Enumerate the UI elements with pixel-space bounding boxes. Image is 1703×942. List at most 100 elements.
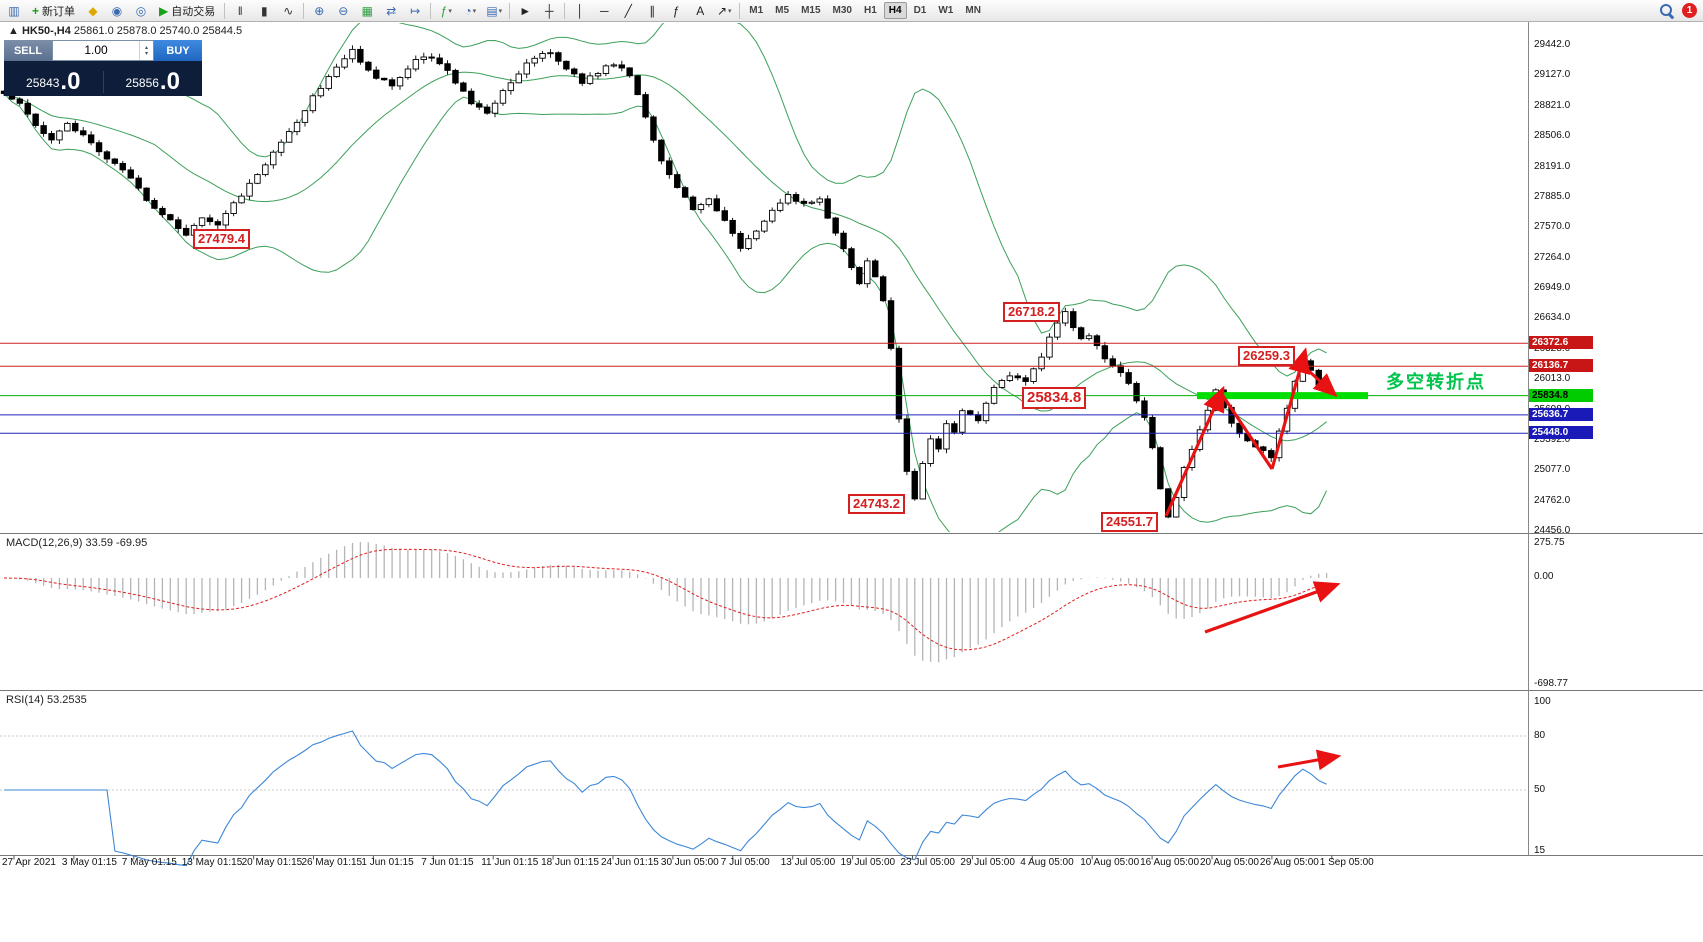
rsi-scale-label: 100 [1534, 696, 1551, 707]
notification-badge[interactable]: 1 [1682, 3, 1697, 18]
text-tool-icon[interactable]: A [696, 3, 705, 18]
price-axis-label: 24456.0 [1534, 525, 1571, 536]
macd-title: MACD(12,26,9) 33.59 -69.95 [6, 537, 148, 549]
timeframe-m1[interactable]: M1 [749, 5, 764, 16]
one-click-trading-widget: SELL 1.00 ▴ ▾ BUY 25843 .0 25856 .0 [4, 40, 202, 96]
expert-advisors-icon[interactable]: ◆ [88, 3, 98, 18]
tile-windows-icon[interactable]: ▦ [361, 3, 373, 18]
time-axis-label: 10 Aug 05:00 [1080, 857, 1140, 868]
price-callout[interactable]: 24551.7 [1101, 512, 1158, 532]
volume-spinner[interactable]: ▴ ▾ [139, 41, 153, 60]
volume-input[interactable]: 1.00 ▴ ▾ [52, 40, 154, 61]
toolbar: ▥ + 新订单 ◆ ◉ ◎ ▶ 自动交易 ǁ ▮ ∿ ⊕ ⊖ ▦ ⇄ ↦ ƒ ▾ ◔ ▾ ▤ ▾ ► ┼ │ ─ ╱ ∥ ƒ A ↗ ▾ M1 M… [0, 0, 1703, 22]
dropdown-arrow-icon: ▾ [728, 7, 732, 15]
price-axis-label: 25392.0 [1534, 433, 1571, 445]
price-axis-label: 27885.0 [1534, 190, 1571, 202]
chart-shift-icon[interactable]: ↦ [410, 3, 421, 18]
fibonacci-icon[interactable]: ƒ [672, 3, 680, 18]
auto-trading-button-label: 自动交易 [171, 5, 216, 18]
price-callout[interactable]: 26259.3 [1238, 346, 1295, 366]
time-axis-label: 20 Aug 05:00 [1200, 857, 1259, 868]
timeframe-m30[interactable]: M30 [832, 5, 852, 16]
toolbar-right: 1 [1659, 3, 1697, 18]
price-callout[interactable]: 27479.4 [193, 229, 250, 249]
dropdown-arrow-icon: ▾ [448, 7, 452, 15]
time-axis-label: 30 Jun 05:00 [660, 857, 719, 868]
zoom-out-icon[interactable]: ⊖ [338, 3, 349, 18]
auto-scroll-icon[interactable]: ⇄ [386, 3, 397, 18]
time-axis-label: 26 May 01:15 [301, 857, 363, 868]
time-axis-label: 13 May 01:15 [181, 857, 243, 868]
new-order-button-icon: + [32, 3, 40, 18]
time-axis-label: 1 Sep 05:00 [1319, 857, 1374, 868]
price-callout[interactable]: 25834.8 [1022, 387, 1087, 409]
toolbar-separator [430, 2, 432, 19]
buy-button[interactable]: BUY [154, 40, 202, 61]
market-watch-icon[interactable]: ◉ [111, 3, 123, 18]
horizontal-line-icon[interactable]: ─ [599, 3, 609, 18]
auto-trading-button-icon: ▶ [159, 3, 169, 18]
trendline-icon[interactable]: ╱ [624, 3, 632, 18]
toolbar-items: ▥ + 新订单 ◆ ◉ ◎ ▶ 自动交易 ǁ ▮ ∿ ⊕ ⊖ ▦ ⇄ ↦ ƒ ▾ ◔ ▾ ▤ ▾ ► ┼ │ ─ ╱ ∥ ƒ A ↗ ▾ M1 M… [2, 1, 987, 21]
symbol-ohlc: 25861.0 25878.0 25740.0 25844.5 [73, 25, 243, 37]
cursor-icon[interactable]: ► [519, 3, 532, 18]
timeframe-h4[interactable]: H4 [883, 2, 907, 19]
sell-button[interactable]: SELL [4, 40, 52, 61]
new-order-button[interactable]: + 新订单 [26, 1, 81, 21]
time-axis-label: 3 May 01:15 [61, 857, 117, 868]
price-axis-label: 25077.0 [1534, 464, 1571, 476]
periods-icon[interactable]: ◔ ▾ [464, 3, 477, 18]
indicators-icon[interactable]: ƒ ▾ [440, 3, 452, 18]
data-window-icon[interactable]: ◎ [135, 3, 147, 18]
macd-scale-label: -698.77 [1534, 678, 1568, 689]
shapes-icon[interactable]: ↗ ▾ [716, 3, 732, 18]
templates-icon[interactable]: ▤ ▾ [486, 3, 503, 18]
time-axis-label: 1 Jun 01:15 [361, 857, 414, 868]
vertical-line-icon[interactable]: │ [576, 3, 585, 18]
timeframe-m15[interactable]: M15 [801, 5, 821, 16]
price-callout[interactable]: 24743.2 [848, 494, 905, 514]
time-axis-label: 24 Jun 01:15 [601, 857, 659, 868]
toolbar-separator [224, 2, 226, 19]
timeframe-m5[interactable]: M5 [775, 5, 790, 16]
time-axis-label: 19 Jul 05:00 [840, 857, 896, 868]
volume-value[interactable]: 1.00 [84, 43, 108, 57]
annotation-green-text[interactable]: 多空转折点 [1386, 372, 1486, 392]
toolbar-separator [509, 2, 511, 19]
search-icon[interactable] [1659, 3, 1674, 18]
buy-price[interactable]: 25856 .0 [102, 70, 203, 94]
timeframe-d1[interactable]: D1 [913, 5, 927, 16]
timeframe-h1[interactable]: H1 [863, 5, 877, 16]
time-axis-label: 29 Jul 05:00 [960, 857, 1015, 868]
rsi-scale-label: 50 [1534, 784, 1546, 795]
zoom-in-icon[interactable]: ⊕ [314, 3, 325, 18]
price-callout[interactable]: 26718.2 [1003, 302, 1060, 322]
volume-down-arrow[interactable]: ▾ [144, 50, 148, 57]
rsi-scale-label: 15 [1534, 845, 1546, 856]
time-axis-label: 23 Jul 05:00 [900, 857, 956, 868]
bar-chart-type-icon[interactable]: ǁ [237, 3, 243, 18]
time-axis-label: 18 Jun 01:15 [541, 857, 599, 868]
time-axis-label: 27 Apr 2021 [2, 857, 56, 868]
symbol-title: HK50-,H4 [21, 25, 71, 37]
price-axis-label: 29442.0 [1534, 39, 1571, 50]
new-order-button-label: 新订单 [42, 5, 76, 18]
crosshair-icon[interactable]: ┼ [544, 3, 554, 18]
time-axis-label: 16 Aug 05:00 [1140, 857, 1200, 868]
channel-icon[interactable]: ∥ [649, 3, 656, 18]
new-chart-icon[interactable]: ▥ [8, 3, 20, 18]
auto-trading-button[interactable]: ▶ 自动交易 [153, 1, 221, 21]
time-axis-label: 7 Jun 01:15 [421, 857, 474, 868]
timeframe-w1[interactable]: W1 [938, 5, 954, 16]
timeframe-mn[interactable]: MN [965, 5, 981, 16]
time-axis-label: 20 May 01:15 [241, 857, 303, 868]
price-axis-label: 28506.0 [1534, 130, 1571, 142]
sell-price[interactable]: 25843 .0 [26, 68, 81, 95]
price-axis-label: 26013.0 [1534, 373, 1571, 385]
volume-up-arrow[interactable]: ▴ [144, 44, 148, 51]
toolbar-separator [739, 2, 741, 19]
line-chart-type-icon[interactable]: ∿ [283, 3, 294, 18]
candlestick-chart-type-icon[interactable]: ▮ [260, 3, 268, 18]
